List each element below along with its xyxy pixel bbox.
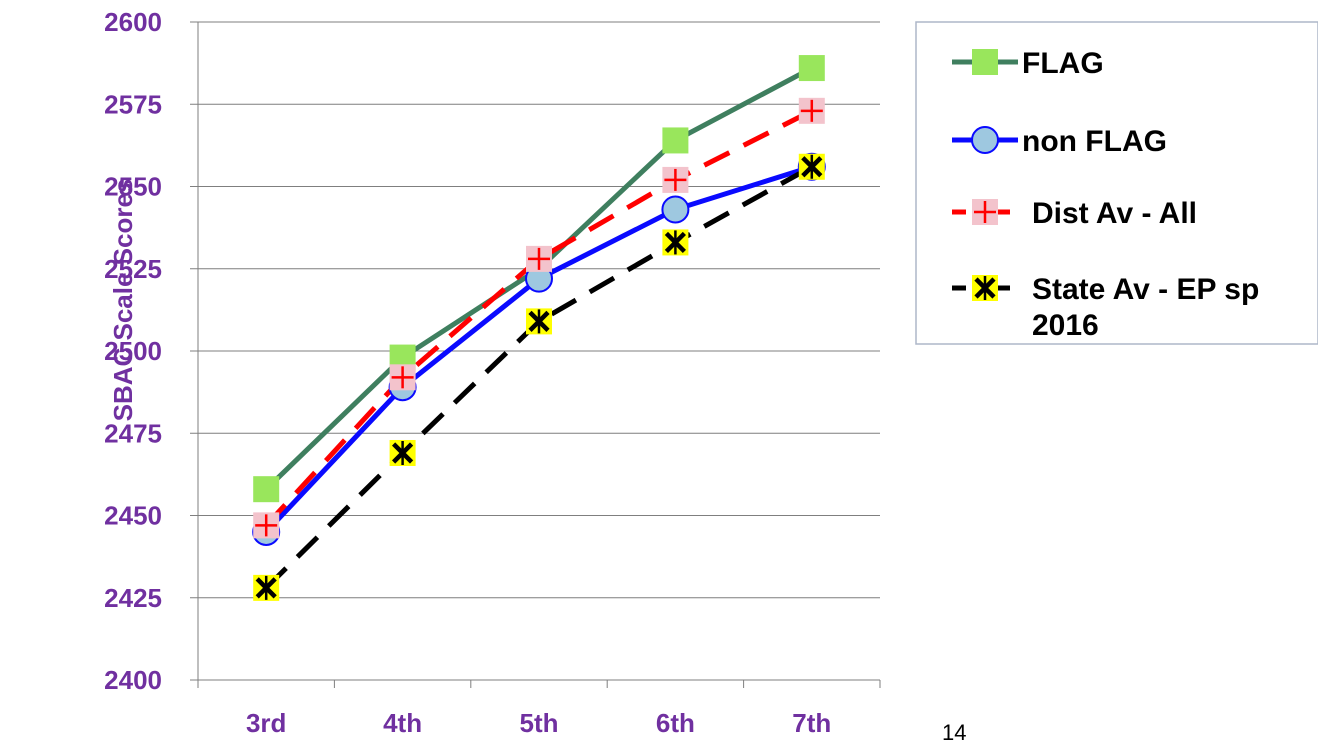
y-tick-label-2575: 2575 xyxy=(104,89,162,119)
series-line-3 xyxy=(264,164,814,590)
legend-label-3: State Av - EP sp 2016 xyxy=(1032,273,1259,342)
marker-s3-3rd xyxy=(253,574,280,601)
series-markers xyxy=(252,55,826,601)
marker-s2-5th xyxy=(526,245,552,272)
square-marker xyxy=(798,55,825,82)
y-tick-label-2475: 2475 xyxy=(104,418,162,448)
legend-label-2: Dist Av - All xyxy=(1032,197,1197,230)
y-tick-label-2525: 2525 xyxy=(104,254,162,284)
marker-s2-3rd xyxy=(253,512,280,539)
marker-s0-3rd xyxy=(253,476,280,503)
square-marker xyxy=(253,476,280,503)
marker-s3-6th xyxy=(662,229,689,256)
y-tick-label-2425: 2425 xyxy=(104,583,162,613)
x-tick-label-4th: 4th xyxy=(383,708,422,738)
legend-label-0: FLAG xyxy=(1022,47,1104,80)
x-tick-label-3rd: 3rd xyxy=(246,708,286,738)
legend-marker-3 xyxy=(972,275,998,301)
marker-s2-6th xyxy=(662,166,689,193)
legend-label-line-1: State Av - EP sp xyxy=(1032,273,1259,306)
legend-label-1: non FLAG xyxy=(1022,125,1167,158)
y-tick-label-2450: 2450 xyxy=(104,501,162,531)
marker-s3-4th xyxy=(389,439,416,466)
marker-s2-7th xyxy=(798,97,825,124)
tick-labels: 2400 2425 2450 2475 2500 2525 2550 2575 2600 3rd 4… xyxy=(104,7,831,738)
page-number: 14 xyxy=(942,720,967,745)
y-tick-label-2400: 2400 xyxy=(104,665,162,695)
marker-s0-6th xyxy=(662,127,689,154)
legend-marker-0 xyxy=(972,49,998,75)
marker-s3-7th xyxy=(798,153,825,180)
marker-s2-4th xyxy=(389,364,416,391)
circle-marker xyxy=(971,126,999,154)
circle-marker xyxy=(661,195,690,224)
series-line-2 xyxy=(264,108,813,528)
y-tick-label-2500: 2500 xyxy=(104,336,162,366)
marker-s0-7th xyxy=(798,55,825,82)
legend-marker-1 xyxy=(971,126,999,154)
y-axis-title: SBAC Scale Scores xyxy=(108,179,138,422)
axes xyxy=(190,21,881,688)
y-tick-label-2600: 2600 xyxy=(104,7,162,37)
x-tick-label-5th: 5th xyxy=(520,708,559,738)
legend-marker-2 xyxy=(972,199,998,225)
marker-s3-5th xyxy=(526,308,552,335)
series-line-1 xyxy=(264,164,813,534)
x-tick-label-7th: 7th xyxy=(792,708,831,738)
square-marker xyxy=(662,127,689,154)
square-marker xyxy=(972,49,998,75)
marker-s1-6th xyxy=(661,195,690,224)
x-tick-label-6th: 6th xyxy=(656,708,695,738)
y-tick-label-2550: 2550 xyxy=(104,172,162,202)
legend: FLAG non FLAG Dist Av - All State Av - EP s… xyxy=(915,21,1318,345)
legend-label-line-2: 2016 xyxy=(1032,309,1099,342)
